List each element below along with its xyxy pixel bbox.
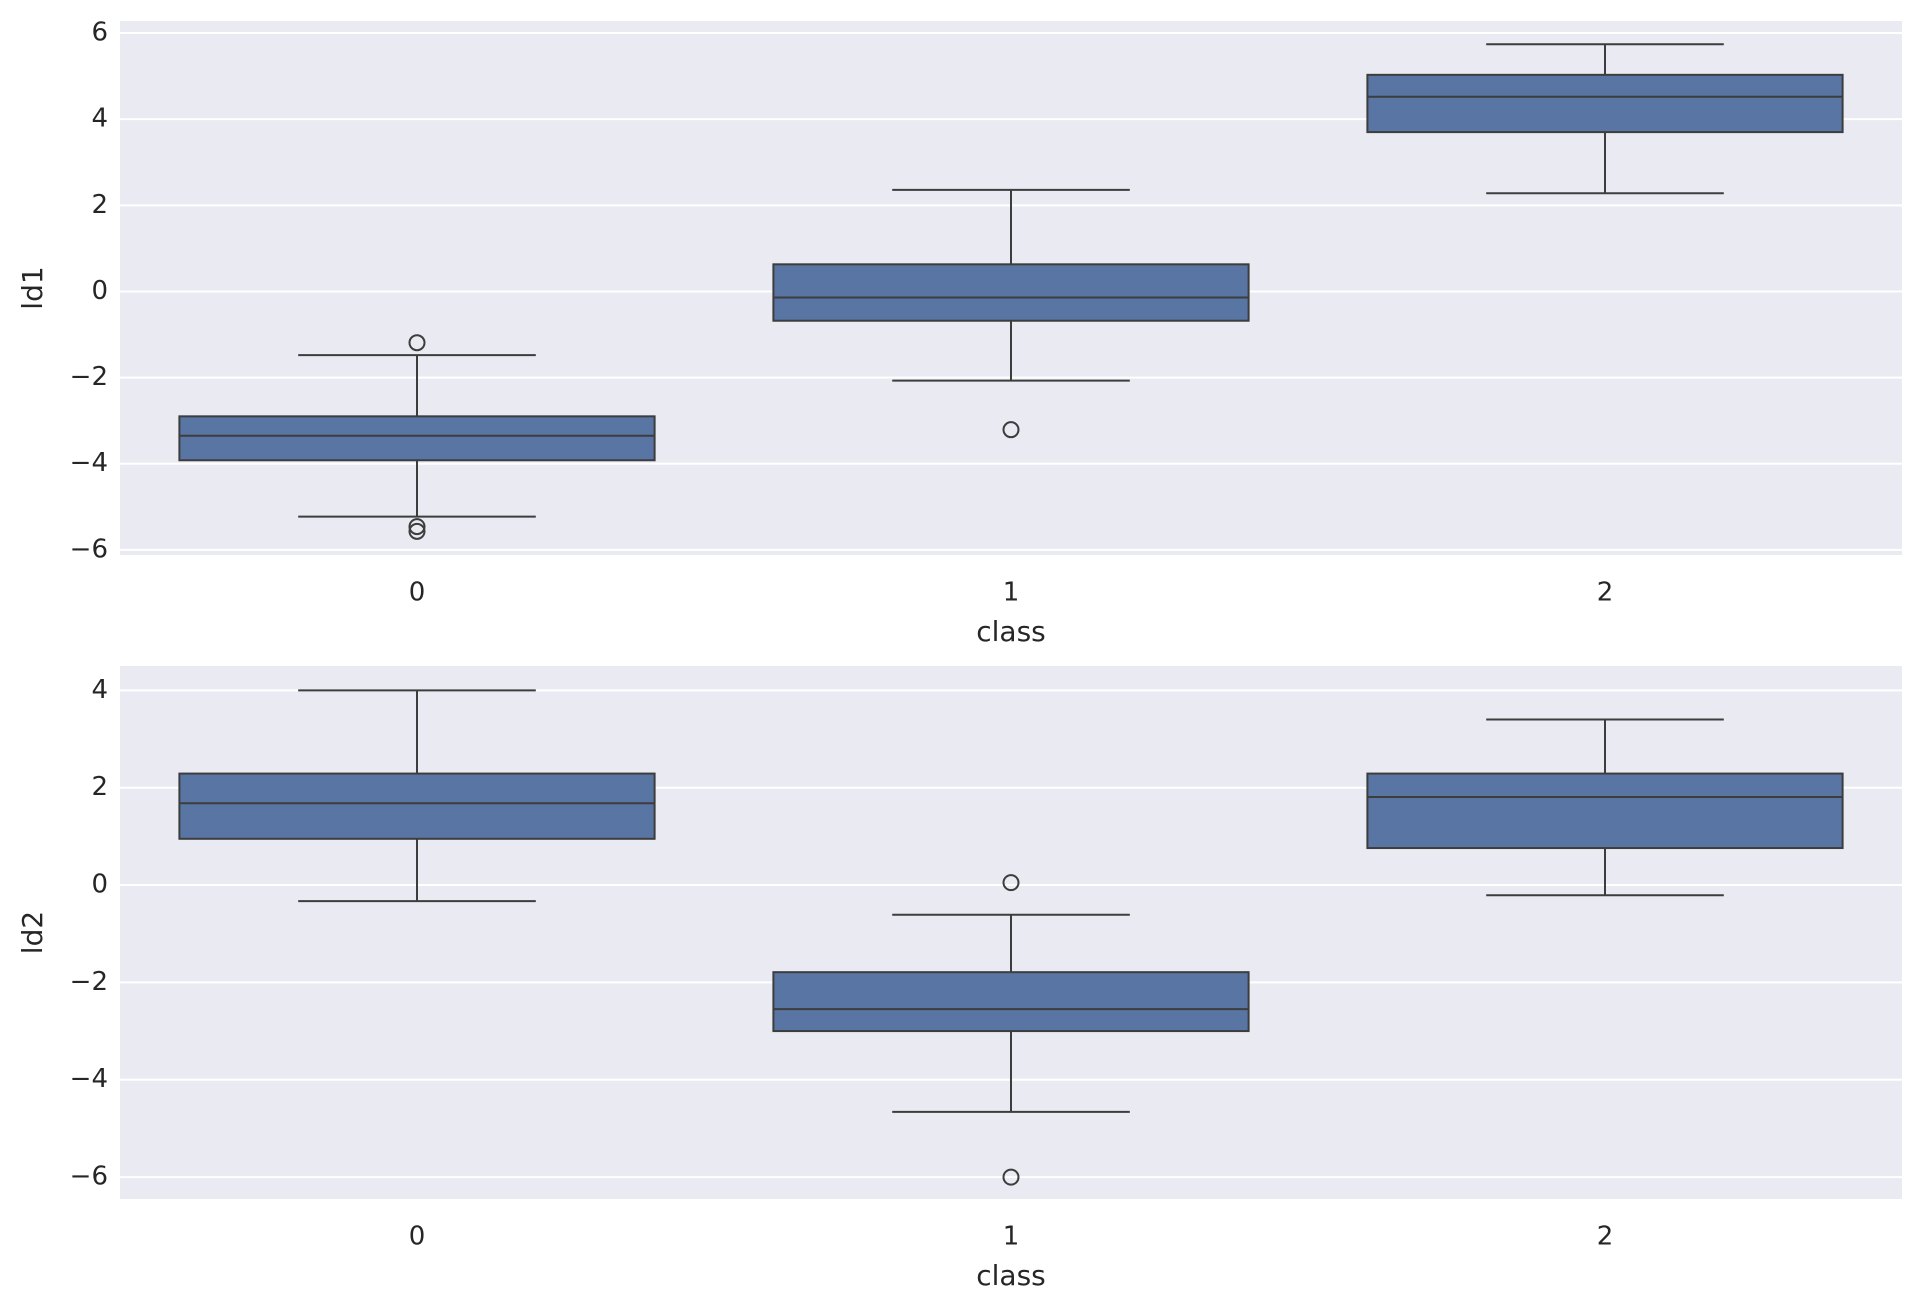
y-tick-label: 0 (91, 870, 108, 900)
y-tick-label: 2 (91, 772, 108, 802)
y-tick-label: −4 (70, 448, 108, 478)
x-axis-label: class (976, 1259, 1046, 1292)
y-tick-label: −6 (70, 1162, 108, 1192)
x-tick-label: 1 (1003, 1222, 1020, 1252)
box (1366, 772, 1844, 850)
box (178, 415, 656, 462)
box (772, 971, 1250, 1033)
x-tick-label: 0 (409, 578, 426, 608)
y-tick-label: 0 (91, 276, 108, 306)
outlier (408, 334, 426, 352)
outlier (408, 522, 426, 540)
y-tick-label: −4 (70, 1064, 108, 1094)
y-axis-label: ld1 (16, 266, 49, 309)
box (178, 772, 656, 840)
x-tick-label: 1 (1003, 578, 1020, 608)
x-tick-label: 2 (1597, 578, 1614, 608)
outlier (1002, 1168, 1020, 1186)
y-tick-label: 2 (91, 190, 108, 220)
y-tick-label: 6 (91, 18, 108, 48)
y-tick-label: 4 (91, 104, 108, 134)
y-axis-label: ld2 (16, 911, 49, 954)
y-tick-label: −2 (70, 362, 108, 392)
x-axis-label: class (976, 615, 1046, 648)
box (1366, 73, 1844, 134)
y-tick-label: −2 (70, 967, 108, 997)
x-tick-label: 0 (409, 1222, 426, 1252)
outlier (408, 518, 426, 536)
box (772, 263, 1250, 322)
outlier (1002, 421, 1020, 439)
x-tick-label: 2 (1597, 1222, 1614, 1252)
outlier (1002, 874, 1020, 892)
y-tick-label: 4 (91, 675, 108, 705)
y-tick-label: −6 (70, 534, 108, 564)
